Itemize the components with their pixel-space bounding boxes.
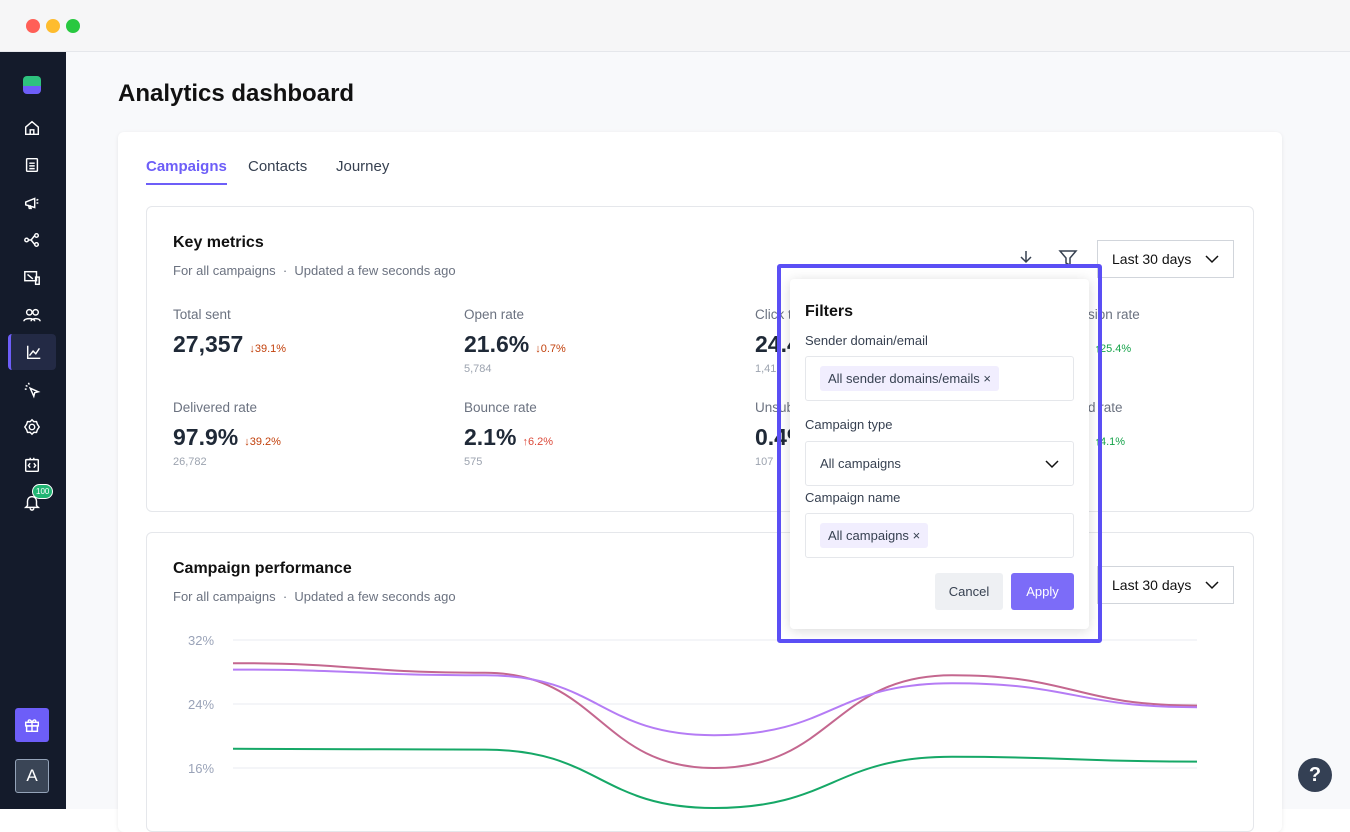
- campaign-type-label: Campaign type: [805, 417, 893, 432]
- metric-delta: ↑6.2%: [522, 436, 554, 448]
- metric-value: 21.6% ↓0.7%: [464, 331, 566, 357]
- metric-label: Total sent: [173, 307, 231, 322]
- cancel-button[interactable]: Cancel: [935, 573, 1003, 610]
- megaphone-icon[interactable]: [8, 185, 56, 221]
- campaign-name-field[interactable]: All campaigns ×: [805, 513, 1074, 558]
- filters-highlight: [777, 264, 1102, 643]
- metric-delta: ↓0.7%: [535, 343, 566, 355]
- metric-delta: ↑4.1%: [1094, 436, 1126, 448]
- metric-label: Click t: [755, 307, 792, 322]
- filters-title: Filters: [805, 303, 854, 320]
- performance-range-select[interactable]: Last 30 days: [1097, 566, 1235, 604]
- metric-label: d rate: [1088, 400, 1123, 415]
- series-line-2: [232, 747, 1198, 809]
- metric-label: Delivered rate: [173, 400, 258, 415]
- gear-icon[interactable]: [8, 409, 56, 445]
- metric-value: 27,357 ↓39.1%: [173, 331, 287, 357]
- page-title: Analytics dashboard: [118, 80, 355, 107]
- maximize-window-button[interactable]: [66, 19, 80, 33]
- performance-chart: 32% 24% 16%: [188, 633, 1198, 809]
- tab-journey[interactable]: Journey: [336, 158, 390, 175]
- bell-icon[interactable]: 100: [8, 484, 56, 520]
- remove-chip-icon[interactable]: ×: [912, 528, 921, 543]
- tab-campaigns[interactable]: Campaigns: [146, 158, 227, 185]
- key-metrics-subtitle: For all campaigns · Updated a few second…: [173, 263, 456, 278]
- remove-chip-icon[interactable]: ×: [983, 371, 991, 386]
- key-metrics-range-select[interactable]: Last 30 days: [1097, 240, 1235, 278]
- metric-count: 575: [464, 456, 483, 468]
- metric-delta: ↓39.1%: [249, 343, 287, 355]
- metric-delta: ↓39.2%: [244, 436, 281, 448]
- avatar[interactable]: A: [15, 759, 49, 793]
- y-tick-label: 32%: [188, 633, 214, 648]
- performance-subtitle: For all campaigns · Updated a few second…: [173, 589, 456, 604]
- logo-icon[interactable]: [23, 76, 41, 94]
- chevron-down-icon: [1045, 459, 1059, 468]
- list-icon[interactable]: [8, 147, 56, 183]
- notification-badge: 100: [32, 484, 54, 499]
- campaign-name-chip: All campaigns ×: [820, 523, 929, 548]
- sender-chip: All sender domains/emails ×: [820, 366, 999, 391]
- minimize-window-button[interactable]: [46, 19, 60, 33]
- metric-value: 97.9% ↓39.2%: [173, 424, 281, 450]
- code-icon[interactable]: [8, 447, 56, 483]
- campaign-name-label: Campaign name: [805, 490, 901, 505]
- metric-count: 1,41: [755, 363, 777, 375]
- sender-label: Sender domain/email: [805, 333, 928, 348]
- contacts-icon[interactable]: [8, 297, 56, 333]
- apply-button[interactable]: Apply: [1011, 573, 1074, 610]
- gift-icon: [24, 719, 40, 733]
- metric-label: Open rate: [464, 307, 525, 322]
- cursor-click-icon[interactable]: [8, 372, 56, 408]
- metric-label: Bounce rate: [464, 400, 537, 415]
- home-icon[interactable]: [8, 110, 56, 146]
- analytics-icon[interactable]: [8, 334, 56, 370]
- y-tick-label: 24%: [188, 697, 214, 712]
- campaign-type-select[interactable]: All campaigns: [805, 441, 1074, 486]
- tab-contacts[interactable]: Contacts: [248, 158, 308, 175]
- window-titlebar: [0, 0, 1350, 52]
- devices-icon[interactable]: [8, 260, 56, 296]
- metric-count: 26,782: [173, 456, 207, 468]
- performance-title: Campaign performance: [173, 560, 352, 577]
- y-tick-label: 16%: [188, 761, 214, 776]
- workflow-icon[interactable]: [8, 222, 56, 258]
- close-window-button[interactable]: [26, 19, 40, 33]
- help-button[interactable]: ?: [1298, 758, 1332, 792]
- sidebar: 100 A: [0, 52, 66, 809]
- chevron-down-icon: [1205, 255, 1219, 264]
- gift-button[interactable]: [15, 708, 49, 742]
- series-line-1: [232, 668, 1198, 737]
- metric-count: 107: [755, 456, 774, 468]
- metric-delta: ↑25.4%: [1094, 343, 1132, 355]
- chevron-down-icon: [1205, 581, 1219, 590]
- key-metrics-title: Key metrics: [173, 234, 264, 251]
- series-line-0: [232, 662, 1198, 770]
- metric-label: Unsub: [755, 400, 795, 415]
- filters-popup: Filters Sender domain/email All sender d…: [790, 279, 1089, 629]
- sender-field[interactable]: All sender domains/emails ×: [805, 356, 1074, 401]
- metric-count: 5,784: [464, 363, 492, 375]
- metric-value: 2.1% ↑6.2%: [464, 424, 554, 450]
